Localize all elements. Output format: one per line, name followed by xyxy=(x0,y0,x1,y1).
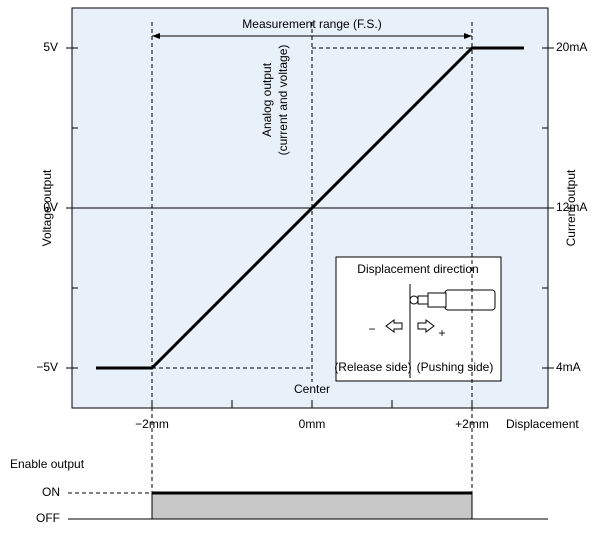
y-tick-label: 5V xyxy=(43,40,58,54)
inset-minus: − xyxy=(368,322,375,336)
y2-tick-label: 20mA xyxy=(556,40,587,54)
y-tick-label: 0V xyxy=(43,200,58,214)
off-label: OFF xyxy=(36,511,60,525)
inset-pushing: (Pushing side) xyxy=(417,360,494,374)
enable-on xyxy=(152,493,472,519)
range-label: Measurement range (F.S.) xyxy=(242,17,381,31)
x-label: Displacement xyxy=(506,417,579,431)
inset-release: (Release side) xyxy=(334,360,411,374)
inset-title: Displacement direction xyxy=(357,262,478,276)
output-label: (current and voltage) xyxy=(276,45,290,156)
inset-plus: + xyxy=(438,326,445,340)
chart: Voltage output Current output Displaceme… xyxy=(0,0,606,531)
y2-tick-label: 12mA xyxy=(556,200,587,214)
y2-tick-label: 4mA xyxy=(556,360,581,374)
x-tick-label: 0mm xyxy=(299,417,326,431)
on-label: ON xyxy=(42,485,60,499)
output-label: Analog output xyxy=(260,62,274,137)
center-label: Center xyxy=(294,382,330,396)
enable-label: Enable output xyxy=(10,457,85,471)
y-tick-label: −5V xyxy=(36,360,58,374)
